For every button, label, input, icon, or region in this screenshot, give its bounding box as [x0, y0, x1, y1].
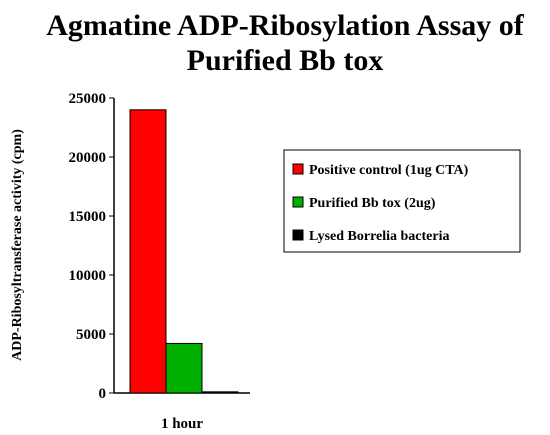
legend: Positive control (1ug CTA) Purified Bb to…	[283, 149, 521, 253]
legend-swatch	[292, 196, 304, 208]
y-axis-label: ADP-Ribosyltransferase activity (cpm)	[10, 129, 25, 361]
y-ticks: 0 5000 10000 15000 20000 25000	[69, 91, 114, 402]
legend-label: Lysed Borrelia bacteria	[309, 229, 450, 244]
y-tick-label: 10000	[69, 268, 107, 284]
y-tick-label: 0	[99, 386, 107, 402]
bar-3	[201, 391, 239, 394]
y-tick-label: 15000	[69, 209, 107, 225]
y-tick-label: 5000	[76, 327, 106, 343]
chart-title-line-2: Purified Bb tox	[187, 44, 384, 77]
chart-title-line-1: Agmatine ADP-Ribosylation Assay of	[46, 9, 525, 42]
x-category-label: 1 hour	[161, 416, 203, 432]
legend-swatch	[292, 229, 304, 241]
bars	[129, 109, 239, 394]
bar-1	[129, 109, 167, 394]
legend-box	[283, 149, 521, 253]
y-tick-label: 20000	[69, 150, 107, 166]
bar-2	[165, 342, 203, 394]
legend-label: Purified Bb tox (2ug)	[309, 196, 436, 211]
legend-swatch	[292, 163, 304, 175]
y-tick-label: 25000	[69, 91, 107, 107]
legend-label: Positive control (1ug CTA)	[309, 163, 469, 178]
